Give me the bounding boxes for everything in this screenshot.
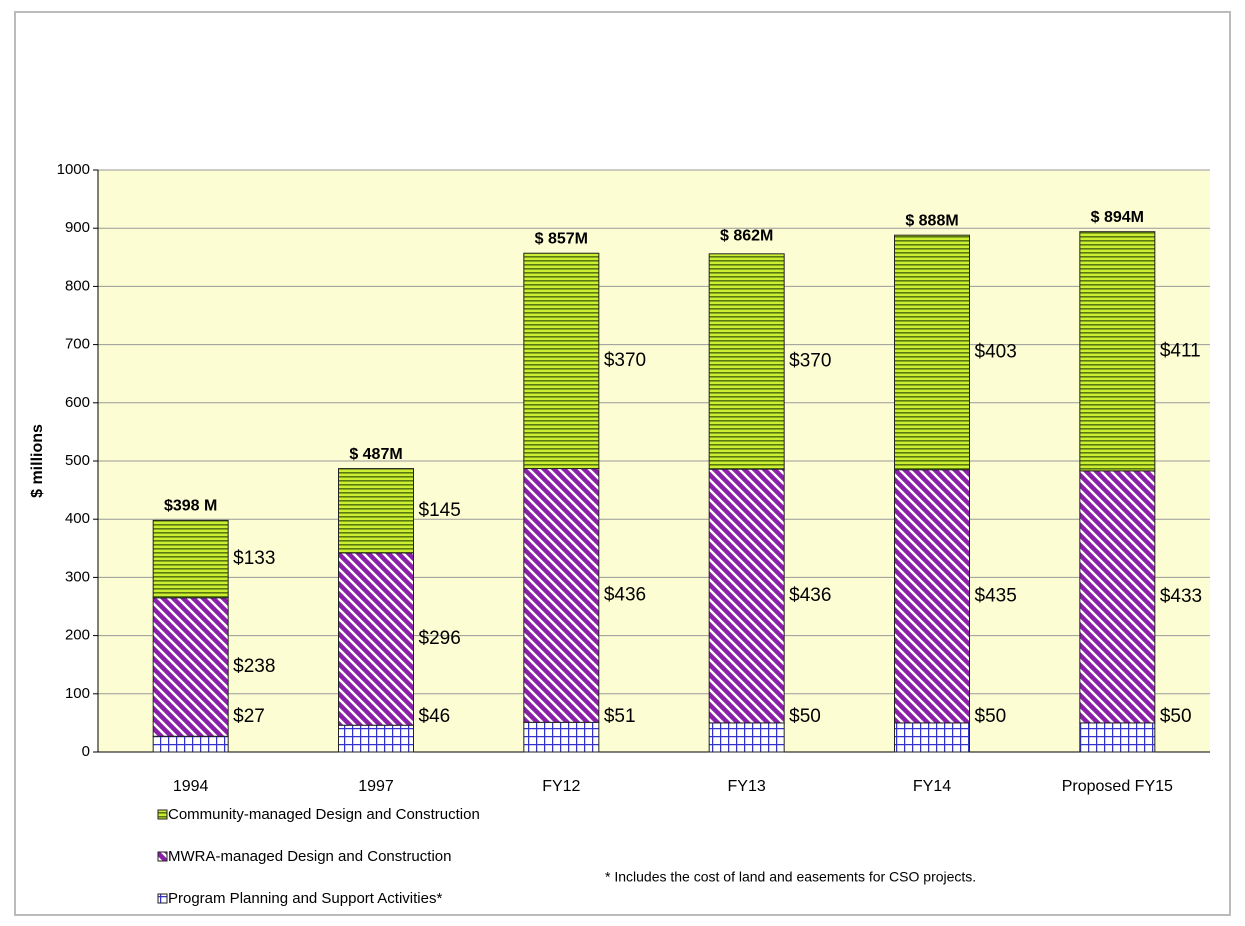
segment-label: $27	[233, 706, 265, 727]
segment-label: $133	[233, 548, 275, 569]
bar-segment	[338, 468, 414, 554]
total-label: $ 888M	[905, 212, 958, 229]
segment-label: $50	[1160, 706, 1192, 727]
y-tick-label: 700	[65, 336, 90, 353]
segment-label: $436	[604, 584, 646, 605]
bar-segment	[523, 721, 600, 753]
y-tick-label: 800	[65, 277, 90, 294]
bar-segment	[1079, 231, 1156, 472]
x-tick-label: FY13	[728, 778, 766, 795]
bar-segment	[1079, 470, 1156, 724]
bar-segment	[152, 597, 229, 737]
y-tick-label: 600	[65, 394, 90, 411]
x-tick-label: Proposed FY15	[1062, 778, 1173, 795]
bar-segment	[708, 468, 785, 724]
legend-label: Program Planning and Support Activities*	[168, 890, 442, 907]
segment-label: $238	[233, 656, 275, 677]
y-tick-label: 400	[65, 510, 90, 527]
bar-segment	[152, 735, 229, 753]
segment-label: $50	[975, 706, 1007, 727]
bar-segment	[152, 519, 229, 599]
segment-label: $411	[1160, 340, 1201, 361]
y-tick-label: 500	[65, 452, 90, 469]
total-label: $ 857M	[535, 230, 588, 247]
total-label: $398 M	[164, 498, 217, 515]
total-label: $ 487M	[349, 446, 402, 463]
x-tick-label: 1997	[358, 778, 394, 795]
segment-label: $370	[789, 350, 831, 371]
bar-segment	[894, 469, 970, 724]
x-tick-label: FY14	[913, 778, 951, 795]
y-tick-label: 300	[65, 568, 90, 585]
segment-label: $50	[789, 706, 821, 727]
y-tick-label: 1000	[57, 161, 90, 178]
footnote: * Includes the cost of land and easement…	[605, 869, 976, 885]
bar-segment	[1079, 722, 1156, 753]
segment-label: $46	[419, 706, 451, 727]
bar-segment	[338, 724, 414, 753]
total-label: $ 862M	[720, 228, 773, 245]
segment-label: $436	[789, 585, 831, 606]
bar-segment	[894, 234, 970, 471]
x-tick-label: FY12	[542, 778, 580, 795]
y-tick-label: 200	[65, 627, 90, 644]
segment-label: $51	[604, 706, 636, 727]
legend-label: Community-managed Design and Constructio…	[168, 806, 480, 823]
segment-label: $370	[604, 350, 646, 371]
y-tick-label: 0	[82, 743, 90, 760]
segment-label: $145	[419, 500, 461, 521]
segment-label: $296	[419, 628, 461, 649]
y-tick-label: 100	[65, 685, 90, 702]
segment-label: $403	[975, 341, 1017, 362]
bar-segment	[523, 468, 600, 723]
segment-label: $433	[1160, 586, 1202, 607]
legend-swatch	[157, 851, 168, 862]
bar-segment	[894, 722, 970, 753]
bar-segment	[523, 252, 600, 470]
bar-segment	[338, 552, 414, 726]
legend-swatch	[157, 809, 168, 820]
legend-swatch	[157, 893, 168, 904]
total-label: $ 894M	[1091, 209, 1144, 226]
segment-label: $435	[975, 585, 1017, 606]
x-tick-label: 1994	[173, 778, 209, 795]
y-axis-label: $ millions	[29, 424, 46, 498]
y-tick-label: 900	[65, 219, 90, 236]
bar-segment	[708, 253, 785, 470]
bar-segment	[708, 722, 785, 753]
legend-label: MWRA-managed Design and Construction	[168, 848, 451, 865]
